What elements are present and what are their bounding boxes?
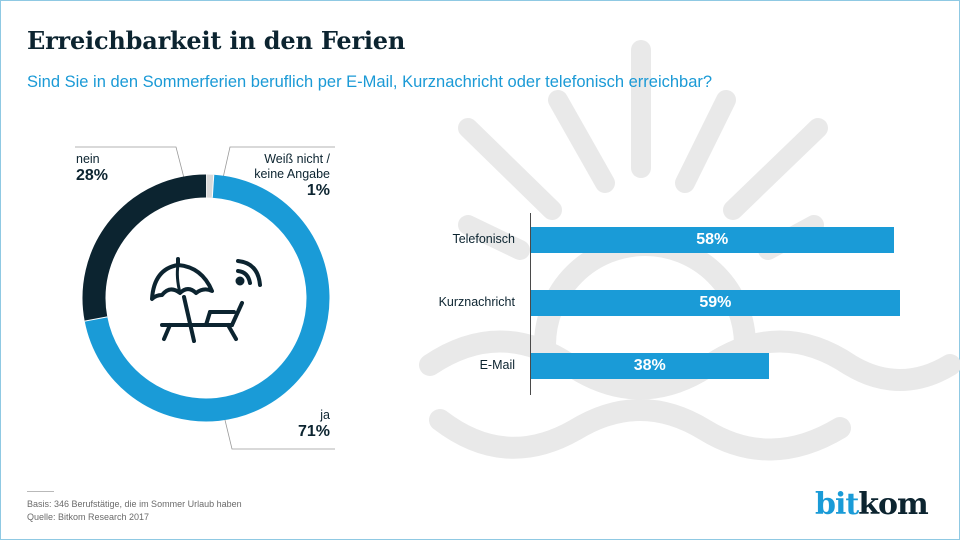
bar-value-label: 58% bbox=[696, 231, 729, 248]
wifi-dot bbox=[235, 276, 245, 286]
footer-divider bbox=[27, 491, 54, 492]
bar: 58% bbox=[531, 227, 894, 253]
bar-value-label: 38% bbox=[633, 357, 666, 374]
bitkom-logo: bitkom bbox=[815, 487, 929, 522]
leader-line-unknown bbox=[222, 146, 335, 179]
donut-slice-nein bbox=[82, 174, 207, 322]
page-title: Erreichbarkeit in den Ferien bbox=[27, 26, 406, 55]
bar: 38% bbox=[531, 353, 769, 379]
logo-part-bit: bit bbox=[815, 487, 859, 522]
sun-ray bbox=[458, 215, 530, 260]
donut-chart bbox=[82, 174, 330, 422]
chair-leg bbox=[162, 323, 172, 341]
footer-notes: Basis: 346 Berufstätige, die im Sommer U… bbox=[27, 498, 242, 524]
leader-line-ja bbox=[224, 419, 335, 450]
umbrella-rib bbox=[175, 263, 182, 295]
logo-part-kom: kom bbox=[858, 487, 929, 522]
wifi-arc bbox=[236, 259, 262, 287]
beach-chair-umbrella-wifi-icon bbox=[150, 257, 262, 343]
donut-label-nein-name: nein bbox=[76, 152, 100, 166]
sun-ray bbox=[675, 90, 736, 193]
page-subtitle: Sind Sie in den Sommerferien beruflich p… bbox=[27, 73, 713, 91]
donut-label-ja: ja 71% bbox=[280, 408, 330, 441]
umbrella-canopy bbox=[150, 263, 214, 301]
donut-label-unknown-name-2: keine Angabe bbox=[254, 167, 330, 181]
bar-category-label: Kurznachricht bbox=[438, 295, 515, 309]
sun-ray bbox=[548, 90, 615, 193]
wave-line bbox=[429, 399, 851, 461]
chair-rest-support bbox=[204, 310, 212, 327]
donut-separator bbox=[211, 174, 215, 198]
footer-basis: Basis: 346 Berufstätige, die im Sommer U… bbox=[27, 499, 242, 509]
donut-slice-ja bbox=[84, 174, 330, 422]
sun-ray bbox=[723, 118, 828, 220]
wifi-arc bbox=[236, 269, 252, 285]
donut-label-nein: nein 28% bbox=[76, 152, 108, 185]
donut-label-ja-name: ja bbox=[320, 408, 330, 422]
donut-label-unknown-value: 1% bbox=[306, 182, 330, 199]
bar-category-label: E-Mail bbox=[479, 358, 515, 372]
sun-ray bbox=[458, 118, 562, 220]
chair-back bbox=[230, 301, 244, 327]
donut-label-unknown: Weiß nicht / keine Angabe 1% bbox=[230, 152, 330, 200]
leader-lines bbox=[75, 146, 335, 450]
bar-category-label: Telefonisch bbox=[452, 232, 515, 246]
leader-line-nein bbox=[75, 146, 185, 179]
donut-label-ja-value: 71% bbox=[297, 423, 330, 440]
bar-value-label: 59% bbox=[699, 294, 732, 311]
footer-source: Quelle: Bitkom Research 2017 bbox=[27, 512, 150, 522]
chair-leg bbox=[226, 323, 238, 341]
bar: 59% bbox=[531, 290, 900, 316]
umbrella-pole bbox=[182, 295, 196, 343]
donut-label-nein-value: 28% bbox=[76, 167, 109, 184]
donut-label-unknown-name-1: Weiß nicht / bbox=[264, 152, 330, 166]
donut-separator bbox=[84, 316, 108, 322]
